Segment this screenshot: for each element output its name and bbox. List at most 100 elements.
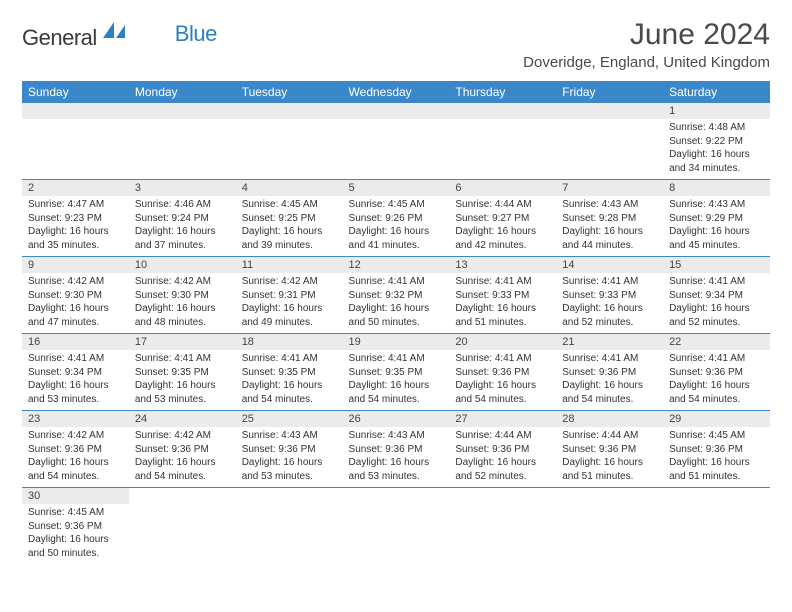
day-number: 12 <box>343 257 450 273</box>
logo-text-blue: Blue <box>175 21 217 47</box>
calendar-cell: 30Sunrise: 4:45 AMSunset: 9:36 PMDayligh… <box>22 488 129 565</box>
day-details: Sunrise: 4:45 AMSunset: 9:36 PMDaylight:… <box>22 504 129 564</box>
day-details: Sunrise: 4:45 AMSunset: 9:36 PMDaylight:… <box>663 427 770 487</box>
day-number: 3 <box>129 180 236 196</box>
day-details: Sunrise: 4:45 AMSunset: 9:26 PMDaylight:… <box>343 196 450 256</box>
day-details: Sunrise: 4:41 AMSunset: 9:36 PMDaylight:… <box>556 350 663 410</box>
calendar-header-row: SundayMondayTuesdayWednesdayThursdayFrid… <box>22 81 770 103</box>
calendar-cell: 6Sunrise: 4:44 AMSunset: 9:27 PMDaylight… <box>449 180 556 257</box>
calendar-cell-empty <box>129 488 236 565</box>
calendar-cell: 27Sunrise: 4:44 AMSunset: 9:36 PMDayligh… <box>449 411 556 488</box>
day-details: Sunrise: 4:41 AMSunset: 9:35 PMDaylight:… <box>129 350 236 410</box>
day-number: 16 <box>22 334 129 350</box>
calendar-cell: 26Sunrise: 4:43 AMSunset: 9:36 PMDayligh… <box>343 411 450 488</box>
day-details: Sunrise: 4:41 AMSunset: 9:33 PMDaylight:… <box>449 273 556 333</box>
day-details: Sunrise: 4:45 AMSunset: 9:25 PMDaylight:… <box>236 196 343 256</box>
day-number-empty <box>449 103 556 119</box>
day-number: 1 <box>663 103 770 119</box>
day-number-empty <box>236 103 343 119</box>
day-details: Sunrise: 4:44 AMSunset: 9:27 PMDaylight:… <box>449 196 556 256</box>
day-details: Sunrise: 4:42 AMSunset: 9:36 PMDaylight:… <box>129 427 236 487</box>
calendar-row: 2Sunrise: 4:47 AMSunset: 9:23 PMDaylight… <box>22 180 770 257</box>
day-details: Sunrise: 4:48 AMSunset: 9:22 PMDaylight:… <box>663 119 770 179</box>
calendar-cell-empty <box>129 103 236 180</box>
calendar-cell: 18Sunrise: 4:41 AMSunset: 9:35 PMDayligh… <box>236 334 343 411</box>
calendar-row: 30Sunrise: 4:45 AMSunset: 9:36 PMDayligh… <box>22 488 770 565</box>
weekday-header: Thursday <box>449 81 556 103</box>
calendar-row: 16Sunrise: 4:41 AMSunset: 9:34 PMDayligh… <box>22 334 770 411</box>
calendar-cell: 13Sunrise: 4:41 AMSunset: 9:33 PMDayligh… <box>449 257 556 334</box>
day-number: 5 <box>343 180 450 196</box>
calendar-row: 23Sunrise: 4:42 AMSunset: 9:36 PMDayligh… <box>22 411 770 488</box>
calendar-cell: 20Sunrise: 4:41 AMSunset: 9:36 PMDayligh… <box>449 334 556 411</box>
day-details: Sunrise: 4:42 AMSunset: 9:36 PMDaylight:… <box>22 427 129 487</box>
day-details: Sunrise: 4:43 AMSunset: 9:29 PMDaylight:… <box>663 196 770 256</box>
day-number: 17 <box>129 334 236 350</box>
calendar-cell: 24Sunrise: 4:42 AMSunset: 9:36 PMDayligh… <box>129 411 236 488</box>
calendar-cell-empty <box>663 488 770 565</box>
logo-sail-icon <box>103 22 125 43</box>
day-number: 10 <box>129 257 236 273</box>
day-number: 20 <box>449 334 556 350</box>
day-number: 29 <box>663 411 770 427</box>
calendar-cell: 4Sunrise: 4:45 AMSunset: 9:25 PMDaylight… <box>236 180 343 257</box>
calendar-cell-empty <box>236 488 343 565</box>
day-number: 19 <box>343 334 450 350</box>
weekday-header: Tuesday <box>236 81 343 103</box>
day-details: Sunrise: 4:41 AMSunset: 9:32 PMDaylight:… <box>343 273 450 333</box>
day-number: 6 <box>449 180 556 196</box>
day-details: Sunrise: 4:42 AMSunset: 9:31 PMDaylight:… <box>236 273 343 333</box>
day-details: Sunrise: 4:41 AMSunset: 9:34 PMDaylight:… <box>22 350 129 410</box>
calendar-body: 1Sunrise: 4:48 AMSunset: 9:22 PMDaylight… <box>22 103 770 564</box>
calendar-cell: 14Sunrise: 4:41 AMSunset: 9:33 PMDayligh… <box>556 257 663 334</box>
calendar-cell-empty <box>449 103 556 180</box>
calendar-cell: 12Sunrise: 4:41 AMSunset: 9:32 PMDayligh… <box>343 257 450 334</box>
logo: General Blue <box>22 22 217 53</box>
calendar-cell: 16Sunrise: 4:41 AMSunset: 9:34 PMDayligh… <box>22 334 129 411</box>
location-text: Doveridge, England, United Kingdom <box>523 54 770 71</box>
day-details: Sunrise: 4:41 AMSunset: 9:34 PMDaylight:… <box>663 273 770 333</box>
calendar-cell: 10Sunrise: 4:42 AMSunset: 9:30 PMDayligh… <box>129 257 236 334</box>
day-details: Sunrise: 4:41 AMSunset: 9:36 PMDaylight:… <box>663 350 770 410</box>
calendar-cell: 9Sunrise: 4:42 AMSunset: 9:30 PMDaylight… <box>22 257 129 334</box>
day-number: 24 <box>129 411 236 427</box>
calendar-cell-empty <box>556 488 663 565</box>
day-number: 18 <box>236 334 343 350</box>
calendar-cell: 7Sunrise: 4:43 AMSunset: 9:28 PMDaylight… <box>556 180 663 257</box>
calendar-cell: 21Sunrise: 4:41 AMSunset: 9:36 PMDayligh… <box>556 334 663 411</box>
day-number: 30 <box>22 488 129 504</box>
day-details: Sunrise: 4:41 AMSunset: 9:35 PMDaylight:… <box>343 350 450 410</box>
weekday-header: Monday <box>129 81 236 103</box>
calendar-cell: 28Sunrise: 4:44 AMSunset: 9:36 PMDayligh… <box>556 411 663 488</box>
calendar-cell: 8Sunrise: 4:43 AMSunset: 9:29 PMDaylight… <box>663 180 770 257</box>
logo-text-dark: General <box>22 25 97 51</box>
day-number: 4 <box>236 180 343 196</box>
header: General Blue June 2024 Doveridge, Englan… <box>22 18 770 71</box>
calendar-row: 1Sunrise: 4:48 AMSunset: 9:22 PMDaylight… <box>22 103 770 180</box>
day-details: Sunrise: 4:44 AMSunset: 9:36 PMDaylight:… <box>556 427 663 487</box>
day-details: Sunrise: 4:46 AMSunset: 9:24 PMDaylight:… <box>129 196 236 256</box>
calendar-cell-empty <box>343 103 450 180</box>
weekday-header: Wednesday <box>343 81 450 103</box>
calendar-cell: 1Sunrise: 4:48 AMSunset: 9:22 PMDaylight… <box>663 103 770 180</box>
day-number-empty <box>129 103 236 119</box>
day-number: 14 <box>556 257 663 273</box>
day-number-empty <box>343 103 450 119</box>
day-details: Sunrise: 4:43 AMSunset: 9:36 PMDaylight:… <box>343 427 450 487</box>
calendar-cell-empty <box>22 103 129 180</box>
month-title: June 2024 <box>523 18 770 52</box>
calendar-cell: 22Sunrise: 4:41 AMSunset: 9:36 PMDayligh… <box>663 334 770 411</box>
day-number: 23 <box>22 411 129 427</box>
calendar-cell: 25Sunrise: 4:43 AMSunset: 9:36 PMDayligh… <box>236 411 343 488</box>
day-number: 11 <box>236 257 343 273</box>
calendar-cell-empty <box>236 103 343 180</box>
day-details: Sunrise: 4:44 AMSunset: 9:36 PMDaylight:… <box>449 427 556 487</box>
weekday-header: Friday <box>556 81 663 103</box>
day-details: Sunrise: 4:41 AMSunset: 9:36 PMDaylight:… <box>449 350 556 410</box>
day-number: 21 <box>556 334 663 350</box>
day-number-empty <box>556 103 663 119</box>
day-details: Sunrise: 4:47 AMSunset: 9:23 PMDaylight:… <box>22 196 129 256</box>
day-number: 9 <box>22 257 129 273</box>
day-number: 8 <box>663 180 770 196</box>
day-details: Sunrise: 4:41 AMSunset: 9:33 PMDaylight:… <box>556 273 663 333</box>
